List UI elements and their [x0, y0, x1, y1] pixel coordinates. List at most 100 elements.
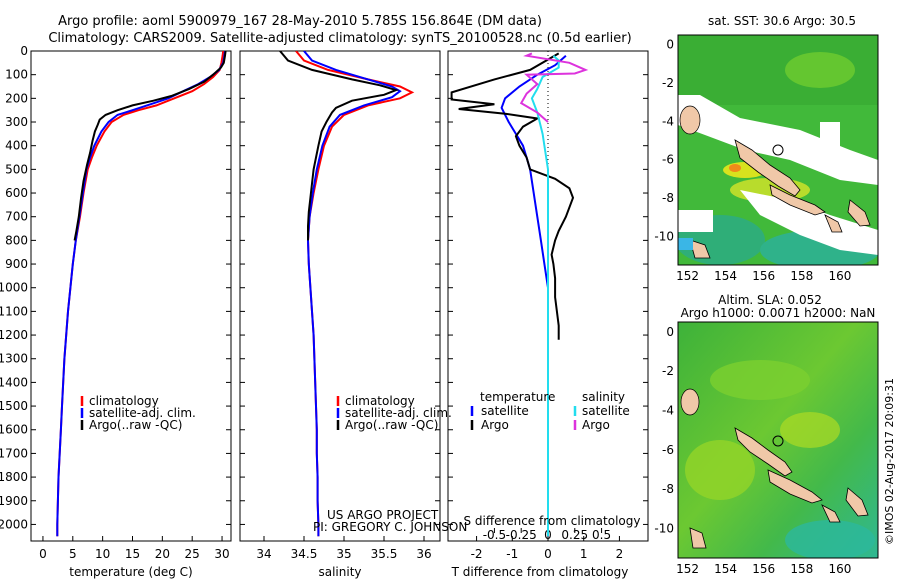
difference-xlabel: T difference from climatology [451, 565, 629, 579]
y-tick-label: 1700 [0, 446, 28, 460]
legend-s-satellite: satellite [582, 404, 630, 418]
sst-map-title: sat. SST: 30.6 Argo: 30.5 [708, 14, 856, 28]
legend-climatology: climatology [89, 394, 159, 408]
x-tick-label: 10 [95, 547, 110, 561]
sst-argo-marker [772, 144, 784, 156]
series-line [56, 51, 226, 537]
y-tick-label: 1200 [0, 328, 28, 342]
y-tick-label: 400 [5, 139, 28, 153]
temperature-xlabel: temperature (deg C) [69, 565, 192, 579]
map-x-tick-label: 152 [676, 269, 699, 283]
y-tick-label: 900 [5, 257, 28, 271]
y-tick-label: 600 [5, 186, 28, 200]
series-line [530, 54, 560, 537]
y-tick-label: 500 [5, 162, 28, 176]
map-x-tick-label: 154 [714, 562, 737, 576]
legend-argo: Argo(..raw -QC) [89, 418, 182, 432]
map-x-tick-label: 158 [790, 562, 813, 576]
y-tick-label: 1800 [0, 470, 28, 484]
figure-title-line2: Climatology: CARS2009. Satellite-adjuste… [48, 31, 631, 46]
series-line [295, 51, 415, 537]
y-tick-label: 1000 [0, 281, 28, 295]
legend-t-argo: Argo [481, 418, 509, 432]
y-tick-label: 100 [5, 68, 28, 82]
series-line [279, 51, 400, 241]
map-x-tick-label: 160 [828, 269, 851, 283]
map-y-tick-label: -8 [662, 482, 674, 496]
salinity-panel [239, 50, 441, 542]
x-tick-label: 0 [544, 547, 552, 561]
y-tick-label: 700 [5, 210, 28, 224]
series-line [500, 54, 567, 537]
y-tick-label: 0 [20, 44, 28, 58]
legend-salinity-title: salinity [582, 390, 625, 404]
x-tick-label: 34 [256, 547, 271, 561]
x-tick-label: 1 [580, 547, 588, 561]
y-tick-label: 300 [5, 115, 28, 129]
map-x-tick-label: 154 [714, 269, 737, 283]
legend-climatology: climatology [345, 394, 415, 408]
y-tick-label: 1900 [0, 494, 28, 508]
s-tick-label: 0.5 [592, 528, 611, 542]
map-y-tick-label: 0 [666, 38, 674, 52]
series-line [303, 51, 402, 537]
y-tick-label: 1100 [0, 304, 28, 318]
temperature-panel [30, 50, 232, 542]
s-tick-label: -0.25 [506, 528, 537, 542]
map-y-tick-label: -6 [662, 153, 674, 167]
s-tick-label: -0.5 [483, 528, 506, 542]
y-tick-label: 800 [5, 233, 28, 247]
legend-temperature-title: temperature [480, 390, 555, 404]
imos-stamp: ©IMOS 02-Aug-2017 20:09:31 [883, 378, 896, 545]
map-y-tick-label: -4 [662, 404, 674, 418]
map-x-tick-label: 152 [676, 562, 699, 576]
map-x-tick-label: 160 [828, 562, 851, 576]
sla-argo-marker [772, 435, 784, 447]
map-y-tick-label: -2 [662, 76, 674, 90]
x-tick-label: 25 [185, 547, 200, 561]
x-tick-label: 35.5 [371, 547, 398, 561]
y-tick-label: 1600 [0, 423, 28, 437]
pi-annotation: PI: GREGORY C. JOHNSON [313, 520, 467, 534]
map-y-tick-label: -6 [662, 443, 674, 457]
difference-legend: temperature salinity satellite Argo sate… [470, 390, 630, 432]
series-line [450, 52, 575, 340]
x-tick-label: 36 [416, 547, 431, 561]
x-tick-label: 34.5 [291, 547, 318, 561]
legend-satellite-adj: satellite-adj. clim. [89, 406, 196, 420]
s-tick-label: 0.25 [561, 528, 588, 542]
map-y-tick-label: -2 [662, 364, 674, 378]
map-y-tick-label: -10 [654, 229, 674, 243]
y-tick-label: 1400 [0, 375, 28, 389]
salinity-legend: climatology satellite-adj. clim. Argo(..… [313, 394, 467, 534]
x-tick-label: 2 [616, 547, 624, 561]
x-tick-label: 30 [214, 547, 229, 561]
difference-xlabel-top: S difference from climatology [464, 514, 641, 528]
x-tick-label: -1 [506, 547, 518, 561]
x-tick-label: 0 [39, 547, 47, 561]
x-tick-label: 20 [155, 547, 170, 561]
map-y-tick-label: -10 [654, 522, 674, 536]
salinity-xlabel: salinity [318, 565, 361, 579]
x-tick-label: 35 [336, 547, 351, 561]
map-x-tick-label: 156 [752, 269, 775, 283]
x-tick-label: 5 [69, 547, 77, 561]
series-line [519, 52, 589, 123]
sla-map-title-line1: Altim. SLA: 0.052 [718, 293, 822, 307]
legend-argo: Argo(..raw -QC) [345, 418, 438, 432]
legend-t-satellite: satellite [481, 404, 529, 418]
figure-title-line1: Argo profile: aoml 5900979_167 28-May-20… [58, 14, 542, 29]
sst-map: sat. SST: 30.6 Argo: 30.5 [677, 14, 879, 266]
map-y-tick-label: -4 [662, 114, 674, 128]
legend-satellite-adj: satellite-adj. clim. [345, 406, 452, 420]
x-tick-label: -2 [471, 547, 483, 561]
sla-map: Altim. SLA: 0.052 Argo h1000: 0.0071 h20… [677, 293, 879, 559]
map-x-tick-label: 158 [790, 269, 813, 283]
series-line [73, 51, 227, 241]
temperature-legend: climatology satellite-adj. clim. Argo(..… [80, 394, 196, 432]
sla-map-title-line2: Argo h1000: 0.0071 h2000: NaN [681, 306, 876, 320]
map-y-tick-label: 0 [666, 325, 674, 339]
project-annotation: US ARGO PROJECT [327, 508, 439, 522]
map-x-tick-label: 156 [752, 562, 775, 576]
